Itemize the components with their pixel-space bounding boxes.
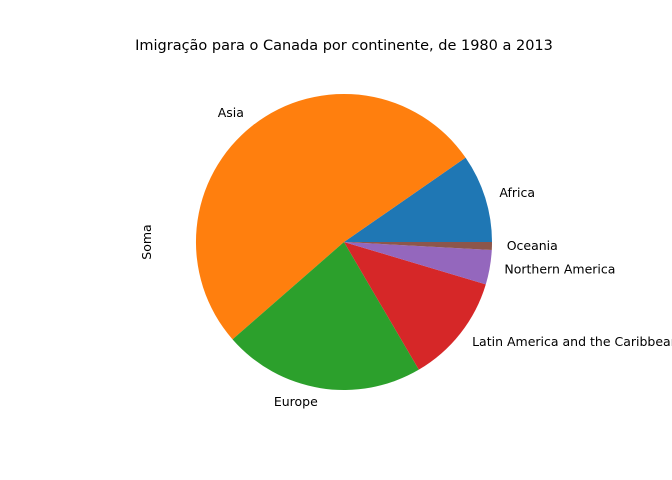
pie-labels: Africa Asia Europe Latin America and the Ca… — [218, 105, 672, 409]
pie-label-africa: Africa — [499, 185, 535, 200]
pie-slice-asia — [195, 93, 466, 340]
pie-slice-oceania — [344, 242, 492, 250]
pie-slice-northern-america — [344, 242, 492, 285]
pie-slice-europe — [232, 242, 419, 390]
pie-label-europe: Europe — [274, 394, 318, 409]
pie-slice-africa — [344, 157, 492, 242]
pie-label-latin-america-and-the-caribbean: Latin America and the Caribbean — [472, 334, 672, 349]
pie-label-asia: Asia — [218, 105, 244, 120]
y-axis-label: Soma — [139, 224, 154, 259]
pie-slices — [195, 93, 492, 390]
pie-label-northern-america: Northern America — [504, 261, 615, 276]
pie-label-oceania: Oceania — [507, 238, 558, 253]
chart-title: Imigração para o Canada por continente, … — [135, 38, 553, 54]
pie-slice-latin-america-and-the-caribbean — [344, 242, 486, 370]
